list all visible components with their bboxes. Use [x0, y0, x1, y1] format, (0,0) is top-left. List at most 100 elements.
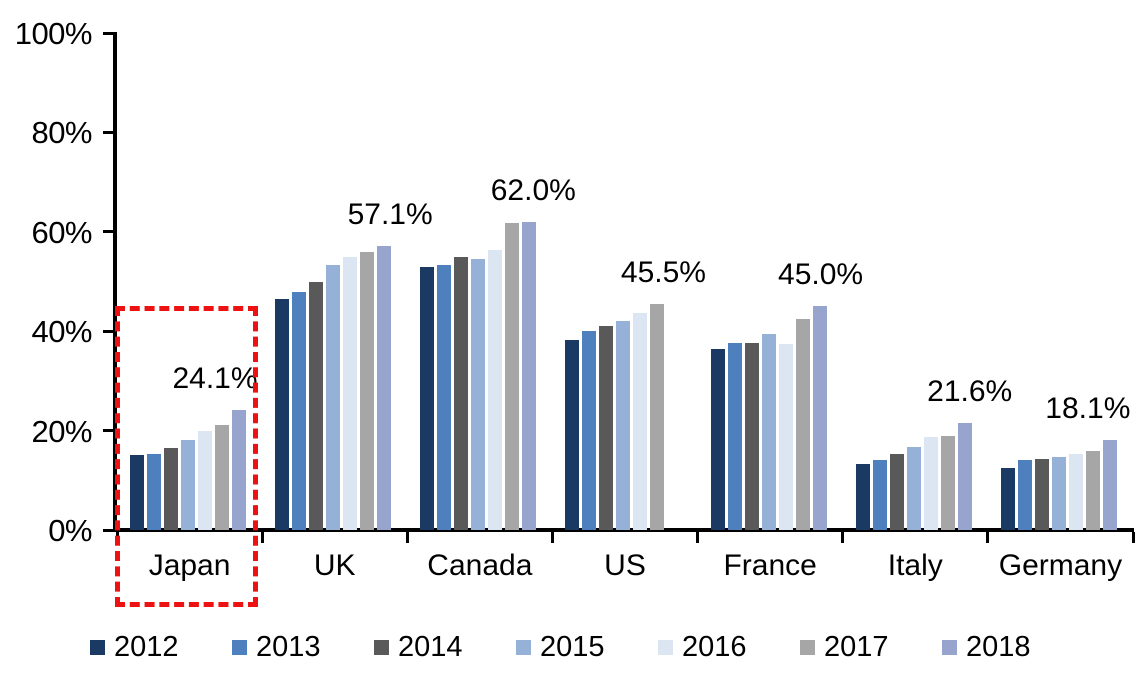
- bar-canada-2016: [488, 250, 503, 530]
- x-axis-tick: [1131, 532, 1135, 543]
- legend-item-2012: 2012: [90, 632, 232, 662]
- bar-italy-2018: [957, 422, 972, 530]
- y-axis-tick-label: 100%: [14, 16, 93, 51]
- bar-japan-2017: [215, 425, 229, 530]
- bar-germany-2014: [1034, 459, 1049, 530]
- legend-swatch-2018: [942, 639, 957, 655]
- bar-france-2012: [710, 349, 725, 530]
- legend-label-2017: 2017: [824, 631, 889, 663]
- bar-germany-2015: [1051, 457, 1066, 530]
- x-axis-tick: [550, 532, 554, 543]
- bar-uk-2016: [343, 257, 358, 530]
- bar-uk-2012: [275, 298, 290, 530]
- bar-italy-2016: [923, 436, 938, 530]
- x-axis-label-italy: Italy: [887, 549, 943, 582]
- legend-label-2015: 2015: [540, 631, 605, 663]
- bar-france-2018: [812, 306, 827, 530]
- data-label-italy: 21.6%: [927, 374, 1013, 408]
- bar-canada-2013: [437, 264, 452, 530]
- bar-japan-2018: [232, 410, 246, 530]
- legend-item-2015: 2015: [516, 632, 658, 662]
- x-axis-label-france: France: [723, 549, 817, 582]
- data-label-us: 45.5%: [620, 255, 706, 289]
- bar-canada-2012: [420, 266, 435, 530]
- y-axis-tick-label: 20%: [31, 413, 92, 449]
- y-axis-tick: [103, 230, 117, 234]
- bar-germany-2012: [1000, 467, 1015, 530]
- bar-japan-2015: [181, 439, 195, 530]
- legend: 2012 2013 2014 2015 2016 2017 2018: [90, 629, 1084, 665]
- bar-japan-2013: [147, 453, 161, 530]
- legend-label-2012: 2012: [114, 631, 179, 663]
- data-label-france: 45.0%: [778, 258, 864, 292]
- x-axis-label-japan: Japan: [148, 549, 231, 582]
- bar-italy-2017: [940, 435, 955, 530]
- bar-italy-2012: [855, 463, 870, 530]
- legend-swatch-2016: [658, 639, 673, 655]
- x-axis-tick: [841, 532, 845, 543]
- y-axis-tick: [103, 130, 117, 134]
- y-axis-tick-label: 40%: [31, 314, 92, 350]
- bar-germany-2013: [1017, 460, 1032, 530]
- bar-germany-2018: [1102, 440, 1117, 530]
- bar-japan-2014: [164, 448, 178, 530]
- legend-item-2018: 2018: [942, 632, 1084, 662]
- bar-us-2017: [650, 303, 665, 530]
- bar-france-2017: [795, 319, 810, 530]
- x-axis-label-germany: Germany: [998, 549, 1123, 582]
- japan-highlight-box: [115, 306, 258, 607]
- bar-us-2013: [582, 331, 597, 530]
- bar-us-2015: [616, 321, 631, 530]
- bar-italy-2014: [889, 454, 904, 530]
- x-axis-label-canada: Canada: [427, 549, 533, 582]
- bar-uk-2017: [360, 251, 375, 530]
- bar-us-2012: [565, 340, 580, 530]
- bar-uk-2014: [309, 281, 324, 530]
- y-axis-tick-label: 0%: [48, 513, 92, 548]
- x-axis-tick: [260, 532, 264, 543]
- bar-japan-2016: [198, 430, 212, 530]
- y-axis-tick: [103, 528, 117, 532]
- legend-label-2016: 2016: [682, 631, 747, 663]
- bar-canada-2018: [522, 221, 537, 530]
- legend-label-2018: 2018: [966, 631, 1031, 663]
- data-label-japan: 24.1%: [172, 362, 258, 396]
- x-axis-line: [113, 528, 1134, 532]
- bar-france-2015: [761, 334, 776, 530]
- legend-swatch-2014: [374, 639, 389, 655]
- data-label-uk: 57.1%: [347, 198, 433, 232]
- bar-uk-2013: [292, 291, 307, 530]
- bar-japan-2012: [130, 454, 144, 530]
- y-axis-tick: [103, 31, 117, 35]
- legend-item-2016: 2016: [658, 632, 800, 662]
- legend-label-2013: 2013: [256, 631, 321, 663]
- legend-item-2013: 2013: [232, 632, 374, 662]
- legend-item-2014: 2014: [374, 632, 516, 662]
- bar-uk-2015: [326, 265, 341, 530]
- x-axis-label-uk: UK: [313, 549, 356, 582]
- y-axis-tick: [103, 329, 117, 333]
- x-axis-tick: [405, 532, 409, 543]
- data-label-canada: 62.0%: [490, 173, 576, 207]
- legend-swatch-2013: [232, 639, 247, 655]
- bar-canada-2017: [505, 223, 520, 530]
- bar-canada-2015: [471, 258, 486, 530]
- bar-france-2016: [778, 343, 793, 530]
- bar-germany-2016: [1068, 454, 1083, 530]
- data-label-germany: 18.1%: [1045, 392, 1131, 426]
- bar-italy-2013: [872, 459, 887, 530]
- legend-swatch-2015: [516, 639, 531, 655]
- y-axis-tick-label: 80%: [31, 115, 92, 151]
- bar-france-2013: [727, 342, 742, 530]
- legend-label-2014: 2014: [398, 631, 463, 663]
- y-axis-tick-label: 60%: [31, 214, 92, 250]
- y-axis-line: [113, 33, 117, 532]
- legend-swatch-2017: [800, 639, 815, 655]
- bar-canada-2014: [454, 257, 469, 530]
- bar-germany-2017: [1085, 451, 1100, 530]
- bar-us-2014: [599, 326, 614, 530]
- x-axis-tick: [986, 532, 990, 543]
- y-axis-tick: [103, 429, 117, 433]
- bar-uk-2018: [377, 246, 392, 530]
